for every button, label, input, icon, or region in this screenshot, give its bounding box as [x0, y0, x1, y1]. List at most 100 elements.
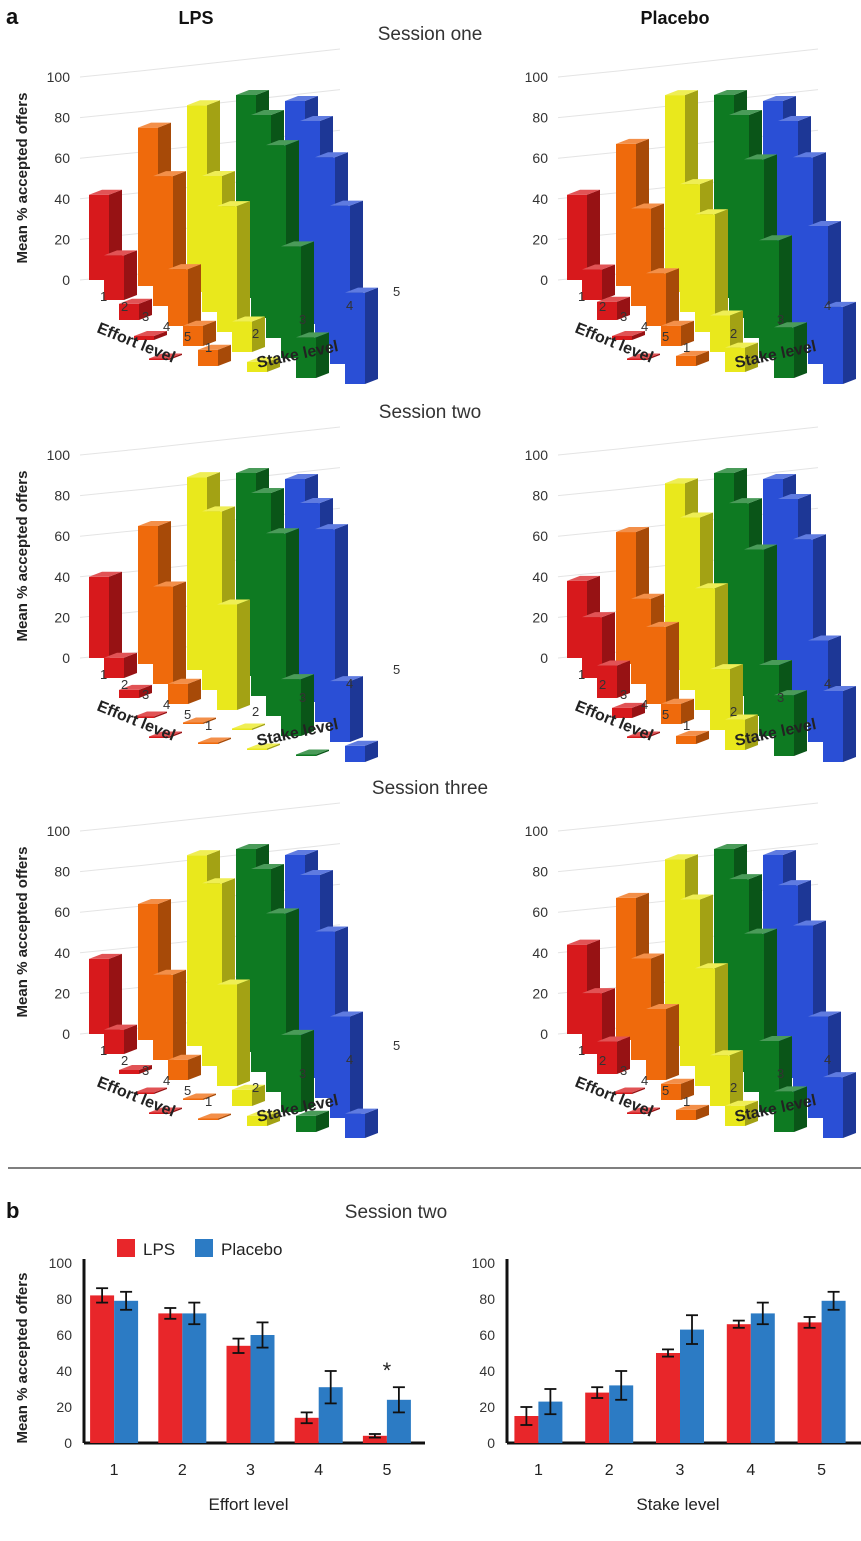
gridline — [557, 489, 619, 497]
y-tick-label: 80 — [532, 110, 548, 126]
x-axis-label: Stake level — [636, 1495, 719, 1514]
bar-effort-4-stake-3 — [232, 723, 265, 730]
effort-tick-label: 3 — [620, 309, 627, 324]
x-tick-label: 3 — [246, 1462, 255, 1479]
stake-tick-label: 5 — [393, 662, 400, 677]
bar-effort-4-stake-4 — [281, 1029, 314, 1112]
effort-tick-label: 1 — [578, 1043, 585, 1058]
error-bar — [96, 1287, 109, 1304]
bar-lps-2 — [158, 1313, 183, 1443]
gridline — [617, 48, 819, 72]
y-tick-label: 20 — [532, 609, 548, 625]
effort-tick-label: 2 — [599, 299, 606, 314]
y-tick-label: 80 — [532, 864, 548, 880]
bar-effort-3-stake-5 — [315, 524, 348, 722]
y-tick-label: 100 — [472, 1255, 496, 1271]
error-bar — [756, 1301, 769, 1326]
stake-tick-label: 2 — [730, 704, 737, 719]
y-tick-label: 80 — [54, 110, 70, 126]
bar-effort-5-stake-1 — [627, 1107, 660, 1114]
column-title-lps: LPS — [178, 8, 213, 28]
y-tick-label: 60 — [532, 904, 548, 920]
effort-tick-label: 5 — [662, 707, 669, 722]
bar-effort-4-stake-1 — [612, 1087, 645, 1094]
effort-tick-label: 1 — [578, 289, 585, 304]
effort-tick-label: 2 — [599, 677, 606, 692]
stake-tick-label: 1 — [683, 1094, 690, 1109]
effort-tick-label: 1 — [578, 667, 585, 682]
error-bar — [392, 1386, 405, 1414]
bar-effort-4-stake-1 — [134, 330, 167, 340]
bar-effort-4-stake-5 — [330, 1011, 363, 1118]
effort-tick-label: 3 — [620, 1063, 627, 1078]
bar-effort-3-stake-2 — [168, 264, 201, 326]
y-tick-label: 20 — [56, 1399, 72, 1415]
bar-effort-4-stake-3 — [710, 664, 743, 730]
effort-tick-label: 3 — [142, 1063, 149, 1078]
x-tick-label: 5 — [817, 1462, 826, 1479]
bar-effort-5-stake-5 — [823, 301, 856, 384]
bar-placebo-4 — [750, 1313, 775, 1443]
gridline — [79, 111, 141, 119]
bar-effort-5-stake-4 — [296, 749, 329, 756]
bar-effort-3-stake-3 — [217, 201, 250, 332]
bar-effort-2-stake-1 — [582, 264, 615, 300]
bar-effort-4-stake-1 — [612, 330, 645, 340]
bar-effort-3-stake-4 — [266, 528, 299, 716]
stake-tick-label: 4 — [346, 676, 353, 691]
bar-effort-3-stake-1 — [597, 296, 630, 320]
effort-tick-label: 3 — [142, 309, 149, 324]
effort-tick-label: 4 — [641, 319, 648, 334]
bar-effort-5-stake-2 — [198, 737, 231, 744]
bar-lps-5 — [362, 1435, 387, 1443]
bar-lps-2 — [585, 1392, 610, 1443]
stake-tick-label: 2 — [252, 704, 259, 719]
bar-lps-3 — [656, 1353, 680, 1443]
bar-effort-5-stake-4 — [774, 1086, 807, 1132]
bar-effort-5-stake-3 — [247, 1110, 280, 1126]
bar-placebo-3 — [250, 1335, 275, 1443]
bar-lps-5 — [797, 1322, 822, 1443]
gridline — [79, 946, 141, 954]
bar-effort-4-stake-3 — [232, 316, 265, 352]
effort-tick-label: 5 — [662, 1083, 669, 1098]
bar-effort-3-stake-1 — [119, 684, 152, 698]
y-tick-label: 100 — [47, 823, 71, 839]
session-three-title: Session three — [372, 778, 488, 799]
bar-effort-2-stake-1 — [104, 250, 137, 300]
effort-tick-label: 1 — [100, 289, 107, 304]
stake-tick-label: 1 — [683, 718, 690, 733]
bar-effort-3-stake-3 — [217, 599, 250, 710]
bar-effort-2-stake-2 — [153, 969, 186, 1060]
y-tick-label: 0 — [62, 272, 70, 288]
y-tick-label: 80 — [532, 488, 548, 504]
x-tick-label: 4 — [314, 1462, 323, 1479]
y-tick-label: 60 — [54, 904, 70, 920]
stake-tick-label: 2 — [730, 326, 737, 341]
y-tick-label: 100 — [525, 447, 549, 463]
y-tick-label: 100 — [525, 823, 549, 839]
x-tick-label: 4 — [746, 1462, 755, 1479]
gridline — [79, 905, 141, 913]
y-tick-label: 80 — [54, 864, 70, 880]
effort-tick-label: 2 — [121, 1053, 128, 1068]
stake-tick-label: 3 — [777, 690, 784, 705]
y-tick-label: 100 — [47, 447, 71, 463]
stake-tick-label: 4 — [346, 1052, 353, 1067]
bar-effort-5-stake-1 — [627, 731, 660, 738]
bar-effort-3-stake-2 — [646, 1003, 679, 1080]
bar-effort-5-stake-3 — [725, 342, 758, 372]
y-tick-label: 80 — [479, 1291, 495, 1307]
stake-tick-label: 4 — [824, 1052, 831, 1067]
effort-tick-label: 2 — [599, 1053, 606, 1068]
gridline — [139, 426, 341, 450]
x-axis-label: Effort level — [208, 1495, 288, 1514]
y-tick-label: 60 — [479, 1327, 495, 1343]
error-bar — [256, 1321, 269, 1349]
y-tick-label: 80 — [56, 1291, 72, 1307]
bar-effort-3-stake-3 — [695, 209, 728, 332]
bar-effort-4-stake-1 — [134, 1087, 167, 1094]
y-tick-label: 40 — [479, 1363, 495, 1379]
bar-effort-5-stake-5 — [823, 685, 856, 762]
